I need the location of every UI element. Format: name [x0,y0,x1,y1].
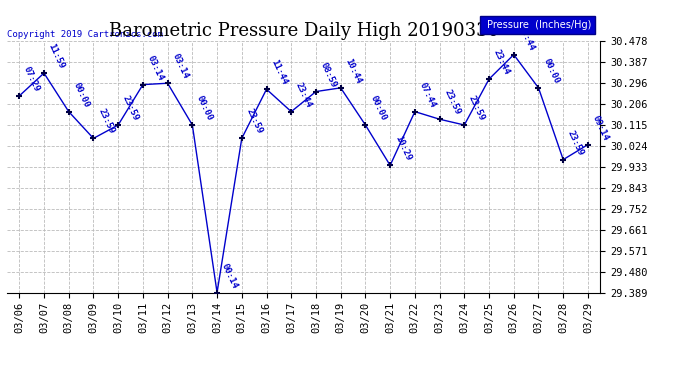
Text: 23:59: 23:59 [244,108,264,136]
Text: 00:00: 00:00 [541,57,561,85]
Text: Copyright 2019 Cartronics.com: Copyright 2019 Cartronics.com [7,30,163,39]
Text: 00:00: 00:00 [195,94,215,122]
Text: 23:59: 23:59 [566,129,586,157]
Text: 23:44: 23:44 [492,48,511,76]
Text: 23:44: 23:44 [294,81,313,109]
Text: 23:59: 23:59 [442,88,462,117]
Text: 23:59: 23:59 [96,108,116,136]
Text: 23:59: 23:59 [467,94,486,122]
Text: 11:44: 11:44 [269,58,289,87]
Text: 00:14: 00:14 [220,261,239,290]
Text: 10:44: 10:44 [517,24,536,52]
Text: 00:00: 00:00 [72,81,91,109]
Text: 00:00: 00:00 [368,94,388,122]
Text: 10:29: 10:29 [393,134,413,163]
Title: Barometric Pressure Daily High 20190330: Barometric Pressure Daily High 20190330 [108,22,499,40]
Legend: Pressure  (Inches/Hg): Pressure (Inches/Hg) [480,16,595,34]
Text: 09:14: 09:14 [591,114,610,142]
Text: 08:59: 08:59 [319,61,338,89]
Text: 10:44: 10:44 [344,57,363,85]
Text: 07:29: 07:29 [22,65,41,93]
Text: 23:59: 23:59 [121,94,141,122]
Text: 07:44: 07:44 [417,81,437,109]
Text: 03:14: 03:14 [170,52,190,81]
Text: 03:14: 03:14 [146,54,165,82]
Text: 11:59: 11:59 [47,42,66,70]
